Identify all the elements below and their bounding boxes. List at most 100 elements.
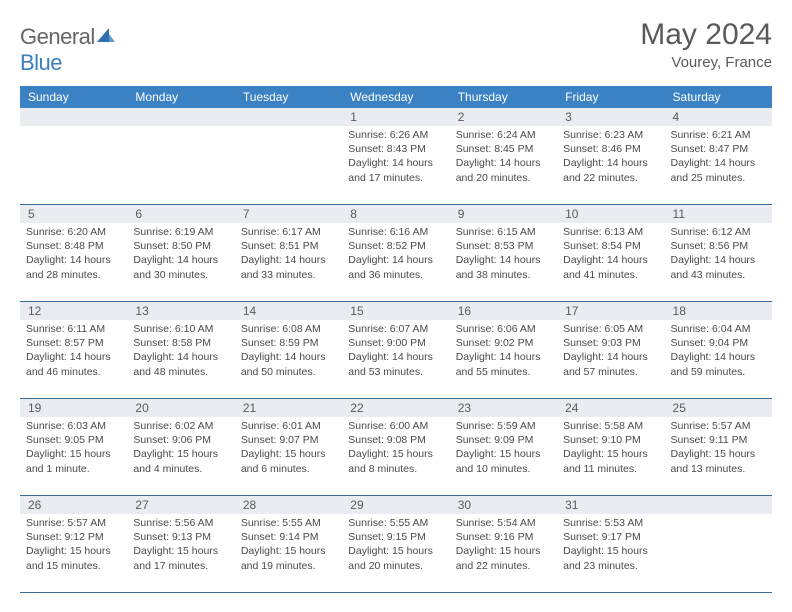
sunset-text: Sunset: 9:02 PM: [456, 336, 551, 350]
sunset-text: Sunset: 9:04 PM: [671, 336, 766, 350]
day-cell: Sunrise: 6:17 AMSunset: 8:51 PMDaylight:…: [235, 223, 342, 301]
sunset-text: Sunset: 8:52 PM: [348, 239, 443, 253]
daylight-text-1: Daylight: 14 hours: [348, 253, 443, 267]
sunset-text: Sunset: 9:00 PM: [348, 336, 443, 350]
daylight-text-2: and 55 minutes.: [456, 365, 551, 379]
sunrise-text: Sunrise: 5:54 AM: [456, 516, 551, 530]
daylight-text-1: Daylight: 15 hours: [348, 447, 443, 461]
day-cell: Sunrise: 5:53 AMSunset: 9:17 PMDaylight:…: [557, 514, 664, 592]
day-number: 8: [342, 205, 449, 223]
sunrise-text: Sunrise: 6:08 AM: [241, 322, 336, 336]
sunset-text: Sunset: 8:51 PM: [241, 239, 336, 253]
daylight-text-1: Daylight: 14 hours: [671, 253, 766, 267]
day-number: 15: [342, 302, 449, 320]
day-number: [127, 108, 234, 126]
day-cell: Sunrise: 5:55 AMSunset: 9:14 PMDaylight:…: [235, 514, 342, 592]
day-cell: Sunrise: 5:58 AMSunset: 9:10 PMDaylight:…: [557, 417, 664, 495]
daylight-text-1: Daylight: 14 hours: [348, 156, 443, 170]
daylight-text-1: Daylight: 15 hours: [348, 544, 443, 558]
day-number: 9: [450, 205, 557, 223]
daylight-text-1: Daylight: 14 hours: [671, 350, 766, 364]
sunrise-text: Sunrise: 5:57 AM: [26, 516, 121, 530]
sunset-text: Sunset: 8:48 PM: [26, 239, 121, 253]
day-number: 20: [127, 399, 234, 417]
daylight-text-1: Daylight: 14 hours: [26, 253, 121, 267]
daylight-text-2: and 33 minutes.: [241, 268, 336, 282]
daylight-text-2: and 23 minutes.: [563, 559, 658, 573]
day-cell: Sunrise: 6:02 AMSunset: 9:06 PMDaylight:…: [127, 417, 234, 495]
day-cell: Sunrise: 6:04 AMSunset: 9:04 PMDaylight:…: [665, 320, 772, 398]
daylight-text-2: and 38 minutes.: [456, 268, 551, 282]
sunrise-text: Sunrise: 6:07 AM: [348, 322, 443, 336]
daylight-text-1: Daylight: 15 hours: [456, 544, 551, 558]
sunrise-text: Sunrise: 6:05 AM: [563, 322, 658, 336]
week-row: Sunrise: 5:57 AMSunset: 9:12 PMDaylight:…: [20, 514, 772, 593]
day-number-row: 1234: [20, 108, 772, 126]
daylight-text-2: and 57 minutes.: [563, 365, 658, 379]
daylight-text-2: and 19 minutes.: [241, 559, 336, 573]
day-cell: Sunrise: 6:26 AMSunset: 8:43 PMDaylight:…: [342, 126, 449, 204]
week-row: Sunrise: 6:11 AMSunset: 8:57 PMDaylight:…: [20, 320, 772, 399]
day-number: 4: [665, 108, 772, 126]
day-number: 7: [235, 205, 342, 223]
sunset-text: Sunset: 8:46 PM: [563, 142, 658, 156]
daylight-text-1: Daylight: 15 hours: [671, 447, 766, 461]
sunset-text: Sunset: 9:08 PM: [348, 433, 443, 447]
daylight-text-1: Daylight: 14 hours: [563, 350, 658, 364]
daylight-text-2: and 15 minutes.: [26, 559, 121, 573]
sunrise-text: Sunrise: 6:04 AM: [671, 322, 766, 336]
daylight-text-1: Daylight: 14 hours: [563, 156, 658, 170]
brand-text: GeneralBlue: [20, 24, 115, 76]
day-number: 13: [127, 302, 234, 320]
day-number: 10: [557, 205, 664, 223]
sunrise-text: Sunrise: 6:01 AM: [241, 419, 336, 433]
sunrise-text: Sunrise: 6:16 AM: [348, 225, 443, 239]
daylight-text-2: and 17 minutes.: [348, 171, 443, 185]
day-cell: Sunrise: 6:12 AMSunset: 8:56 PMDaylight:…: [665, 223, 772, 301]
day-number: 3: [557, 108, 664, 126]
day-cell: Sunrise: 5:59 AMSunset: 9:09 PMDaylight:…: [450, 417, 557, 495]
sunset-text: Sunset: 9:14 PM: [241, 530, 336, 544]
day-cell: Sunrise: 5:55 AMSunset: 9:15 PMDaylight:…: [342, 514, 449, 592]
day-cell: Sunrise: 6:03 AMSunset: 9:05 PMDaylight:…: [20, 417, 127, 495]
sunset-text: Sunset: 8:56 PM: [671, 239, 766, 253]
day-number: 26: [20, 496, 127, 514]
day-number: [665, 496, 772, 514]
day-cell: Sunrise: 6:16 AMSunset: 8:52 PMDaylight:…: [342, 223, 449, 301]
sunset-text: Sunset: 8:53 PM: [456, 239, 551, 253]
sunrise-text: Sunrise: 5:59 AM: [456, 419, 551, 433]
day-cell: Sunrise: 6:06 AMSunset: 9:02 PMDaylight:…: [450, 320, 557, 398]
sunrise-text: Sunrise: 6:23 AM: [563, 128, 658, 142]
sunset-text: Sunset: 9:09 PM: [456, 433, 551, 447]
sunrise-text: Sunrise: 5:56 AM: [133, 516, 228, 530]
daylight-text-1: Daylight: 14 hours: [456, 156, 551, 170]
sunrise-text: Sunrise: 6:12 AM: [671, 225, 766, 239]
daylight-text-2: and 36 minutes.: [348, 268, 443, 282]
day-cell: [665, 514, 772, 592]
week-row: Sunrise: 6:26 AMSunset: 8:43 PMDaylight:…: [20, 126, 772, 205]
day-number: 30: [450, 496, 557, 514]
sunrise-text: Sunrise: 5:55 AM: [241, 516, 336, 530]
daylight-text-2: and 50 minutes.: [241, 365, 336, 379]
brand-part1: General: [20, 24, 95, 49]
sail-icon: [97, 24, 115, 49]
day-cell: [235, 126, 342, 204]
daylight-text-1: Daylight: 15 hours: [563, 447, 658, 461]
daylight-text-1: Daylight: 15 hours: [241, 544, 336, 558]
location: Vourey, France: [640, 54, 772, 71]
sunrise-text: Sunrise: 5:58 AM: [563, 419, 658, 433]
day-number: 6: [127, 205, 234, 223]
day-header-row: SundayMondayTuesdayWednesdayThursdayFrid…: [20, 86, 772, 108]
sunset-text: Sunset: 9:07 PM: [241, 433, 336, 447]
sunset-text: Sunset: 9:10 PM: [563, 433, 658, 447]
day-number: 23: [450, 399, 557, 417]
header: GeneralBlue May 2024 Vourey, France: [20, 18, 772, 76]
day-cell: Sunrise: 5:56 AMSunset: 9:13 PMDaylight:…: [127, 514, 234, 592]
day-number-row: 262728293031: [20, 496, 772, 514]
daylight-text-2: and 4 minutes.: [133, 462, 228, 476]
sunrise-text: Sunrise: 6:10 AM: [133, 322, 228, 336]
day-number: [20, 108, 127, 126]
daylight-text-2: and 41 minutes.: [563, 268, 658, 282]
day-cell: Sunrise: 6:10 AMSunset: 8:58 PMDaylight:…: [127, 320, 234, 398]
day-header: Wednesday: [342, 86, 449, 108]
